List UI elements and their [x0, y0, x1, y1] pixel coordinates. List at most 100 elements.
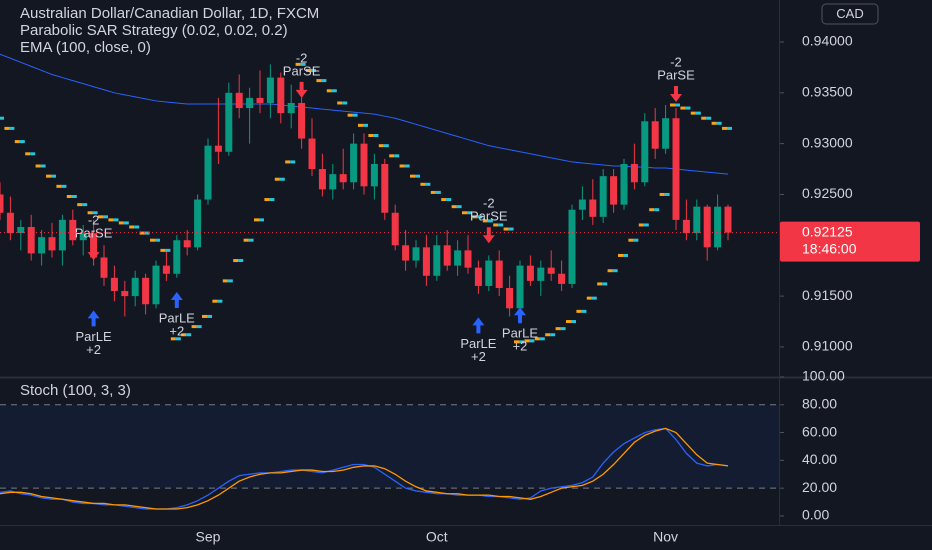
sar-dot: [399, 164, 405, 168]
sar-dot: [264, 198, 270, 202]
sar-dot: [654, 208, 660, 212]
countdown: 18:46:00: [802, 240, 857, 256]
sar-dot: [285, 160, 291, 164]
sar-dot: [254, 218, 259, 222]
signal-arrow: [170, 292, 183, 309]
candle-body: [589, 199, 597, 217]
x-tick-label: Nov: [653, 529, 678, 545]
signal-qty: -2: [483, 196, 495, 211]
sar-dot: [695, 111, 701, 115]
last-price-label: 0.92125: [802, 223, 853, 239]
candle-body: [17, 226, 25, 234]
sar-dot: [342, 101, 348, 105]
sar-dot: [389, 154, 395, 158]
sar-dot: [108, 218, 114, 222]
sar-dot: [311, 68, 316, 72]
candle-body: [308, 138, 316, 170]
candle-body: [246, 97, 254, 109]
signal-label: ParSE: [75, 226, 113, 241]
sar-dot: [134, 225, 140, 229]
sar-dot: [446, 198, 452, 202]
sar-dot: [316, 79, 322, 83]
candle-body: [339, 174, 347, 183]
candle-body: [79, 233, 87, 241]
candle-body: [266, 77, 274, 103]
sar-dot: [155, 238, 160, 242]
sar-dot: [77, 203, 83, 207]
candle-body: [412, 247, 420, 261]
sar-dot: [586, 296, 592, 300]
sar-dot: [306, 68, 311, 72]
currency[interactable]: CAD: [836, 6, 863, 21]
candle-body: [662, 118, 670, 149]
sar-dot: [477, 215, 483, 219]
candle-body: [152, 265, 160, 305]
sar-dot: [472, 215, 478, 219]
signal-qty: +2: [471, 349, 486, 364]
sar-dot: [649, 208, 655, 212]
y-tick-label: 60.00: [802, 423, 837, 439]
sar-dot: [222, 279, 228, 283]
sar-dot: [170, 337, 176, 341]
sar-dot: [61, 184, 67, 188]
sar-dot: [685, 106, 691, 110]
sar-dot: [144, 231, 150, 235]
sar-dot: [581, 309, 587, 313]
signal-arrow: [472, 317, 485, 334]
sar-dot: [14, 140, 20, 144]
y-tick-label: 40.00: [802, 451, 837, 467]
sar-dot: [425, 182, 431, 186]
candle-body: [724, 206, 732, 233]
candle-body: [651, 121, 659, 149]
sar-dot: [607, 269, 613, 273]
sar-dot: [202, 314, 207, 318]
sar-dot: [25, 152, 31, 156]
candle-body: [474, 267, 482, 286]
sar-dot: [566, 320, 571, 324]
sar-dot: [628, 238, 634, 242]
sar-dot: [191, 325, 197, 329]
sar-dot: [701, 116, 707, 120]
candle-body: [370, 163, 378, 187]
sar-dot: [410, 174, 415, 178]
signal-label: ParLE: [159, 310, 195, 325]
sar-dot: [165, 248, 171, 252]
sar-dot: [113, 218, 119, 222]
sar-dot: [597, 282, 603, 286]
signal-arrow: [295, 81, 308, 98]
chart-title: Australian Dollar/Canadian Dollar, 1D, F…: [20, 5, 319, 22]
candle-body: [162, 265, 170, 274]
currency-box[interactable]: [821, 3, 879, 25]
sar-dot: [56, 184, 62, 188]
candle-body: [6, 212, 14, 234]
y-tick-label: 100.00: [802, 368, 845, 384]
signal-label: ParSE: [283, 63, 321, 78]
sar-dot: [212, 299, 218, 303]
candle-body: [443, 245, 451, 266]
sar-dot: [467, 211, 472, 215]
signal-qty: +2: [169, 323, 184, 338]
sar-dot: [555, 327, 561, 331]
candle-body: [599, 176, 607, 217]
candle-body: [0, 194, 4, 213]
candle-body: [69, 219, 77, 241]
candle-body: [558, 273, 566, 284]
y-tick-label: 0.00: [802, 507, 829, 523]
sar-dot: [550, 333, 556, 337]
sar-dot: [233, 259, 239, 263]
sar-dot: [98, 215, 103, 219]
sar-dot: [347, 113, 353, 117]
sar-dot: [670, 103, 675, 107]
sar-dot: [633, 238, 639, 242]
candle-body: [610, 176, 618, 205]
sar-dot: [0, 116, 4, 120]
sar-dot: [352, 113, 358, 117]
y-tick-label: 0.93500: [802, 84, 853, 100]
sar-dot: [706, 116, 712, 120]
stoch-line: [0, 427, 729, 510]
candle-body: [131, 277, 139, 297]
sar-dot: [378, 144, 384, 148]
candle-body: [204, 145, 212, 200]
sar-dot: [487, 219, 493, 223]
x-tick-label: Oct: [426, 529, 448, 545]
